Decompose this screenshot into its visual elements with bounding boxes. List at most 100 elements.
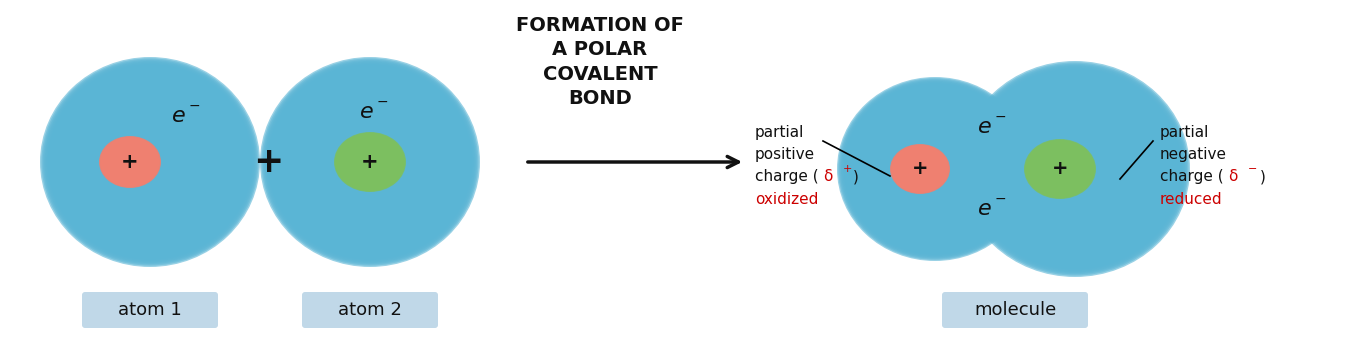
Ellipse shape (908, 159, 932, 179)
Ellipse shape (992, 91, 1158, 247)
Ellipse shape (1039, 152, 1081, 186)
Ellipse shape (84, 99, 217, 225)
Ellipse shape (267, 64, 473, 260)
Ellipse shape (1073, 168, 1076, 170)
Ellipse shape (913, 163, 928, 175)
Ellipse shape (350, 145, 390, 179)
Ellipse shape (1047, 143, 1102, 195)
Ellipse shape (368, 160, 373, 164)
Ellipse shape (113, 127, 187, 197)
Ellipse shape (902, 154, 938, 184)
Ellipse shape (877, 115, 993, 223)
Ellipse shape (1024, 139, 1096, 199)
Ellipse shape (332, 127, 407, 197)
Ellipse shape (127, 159, 133, 165)
Ellipse shape (1000, 99, 1150, 239)
Ellipse shape (340, 137, 399, 186)
Ellipse shape (60, 75, 241, 249)
Ellipse shape (270, 66, 470, 258)
Ellipse shape (125, 138, 174, 186)
Ellipse shape (129, 142, 170, 182)
Ellipse shape (342, 136, 398, 188)
Ellipse shape (1050, 161, 1071, 178)
Ellipse shape (346, 142, 395, 182)
Ellipse shape (112, 147, 148, 178)
Ellipse shape (1028, 143, 1092, 195)
Ellipse shape (911, 146, 959, 192)
Text: negative: negative (1160, 147, 1227, 162)
Ellipse shape (963, 64, 1188, 274)
Ellipse shape (118, 153, 142, 171)
Ellipse shape (121, 154, 139, 170)
Ellipse shape (1057, 166, 1064, 172)
Ellipse shape (98, 112, 202, 212)
Ellipse shape (339, 136, 400, 188)
Ellipse shape (985, 84, 1166, 254)
Ellipse shape (910, 160, 930, 178)
Text: −: − (996, 110, 1007, 124)
Ellipse shape (296, 91, 444, 233)
Text: e: e (172, 106, 185, 126)
Ellipse shape (895, 131, 975, 207)
Ellipse shape (1051, 147, 1098, 191)
Ellipse shape (57, 74, 242, 250)
Ellipse shape (900, 137, 970, 201)
Text: positive: positive (755, 147, 814, 162)
Ellipse shape (99, 114, 200, 211)
Ellipse shape (1045, 141, 1105, 197)
Ellipse shape (1031, 145, 1088, 193)
Ellipse shape (1060, 154, 1091, 184)
Ellipse shape (918, 153, 952, 185)
Ellipse shape (112, 147, 148, 177)
Ellipse shape (360, 151, 381, 172)
Ellipse shape (1064, 158, 1087, 180)
Ellipse shape (366, 158, 375, 166)
Ellipse shape (904, 155, 936, 183)
Ellipse shape (893, 147, 947, 191)
Ellipse shape (888, 125, 982, 213)
Ellipse shape (366, 159, 373, 165)
Ellipse shape (891, 145, 949, 193)
Ellipse shape (1071, 165, 1079, 173)
Ellipse shape (1011, 108, 1140, 230)
Ellipse shape (928, 162, 943, 176)
Ellipse shape (1030, 144, 1090, 194)
Ellipse shape (898, 133, 972, 205)
Ellipse shape (844, 84, 1026, 254)
Ellipse shape (878, 116, 992, 222)
Ellipse shape (104, 140, 157, 184)
Ellipse shape (286, 82, 454, 242)
Ellipse shape (915, 164, 925, 173)
Ellipse shape (342, 138, 399, 186)
Ellipse shape (908, 160, 932, 179)
Ellipse shape (148, 161, 151, 163)
Ellipse shape (136, 149, 163, 175)
Ellipse shape (124, 137, 176, 187)
Ellipse shape (899, 136, 971, 202)
Ellipse shape (41, 58, 259, 266)
Text: +: + (361, 152, 379, 172)
Ellipse shape (330, 124, 410, 200)
Ellipse shape (90, 104, 211, 220)
Ellipse shape (124, 157, 136, 167)
Ellipse shape (83, 98, 218, 226)
Ellipse shape (308, 103, 432, 221)
Ellipse shape (101, 137, 159, 187)
Ellipse shape (1031, 127, 1120, 211)
Ellipse shape (323, 117, 417, 207)
Ellipse shape (881, 118, 989, 219)
Ellipse shape (899, 135, 971, 204)
Ellipse shape (915, 165, 925, 172)
Ellipse shape (892, 146, 948, 192)
Ellipse shape (349, 141, 392, 183)
Ellipse shape (919, 154, 951, 184)
Text: reduced: reduced (1160, 192, 1223, 207)
Ellipse shape (262, 58, 478, 266)
Text: e: e (360, 102, 373, 122)
Ellipse shape (324, 119, 415, 205)
Ellipse shape (968, 69, 1181, 269)
Ellipse shape (117, 152, 143, 172)
Ellipse shape (1057, 151, 1094, 186)
Ellipse shape (868, 106, 1002, 232)
Ellipse shape (108, 143, 153, 181)
